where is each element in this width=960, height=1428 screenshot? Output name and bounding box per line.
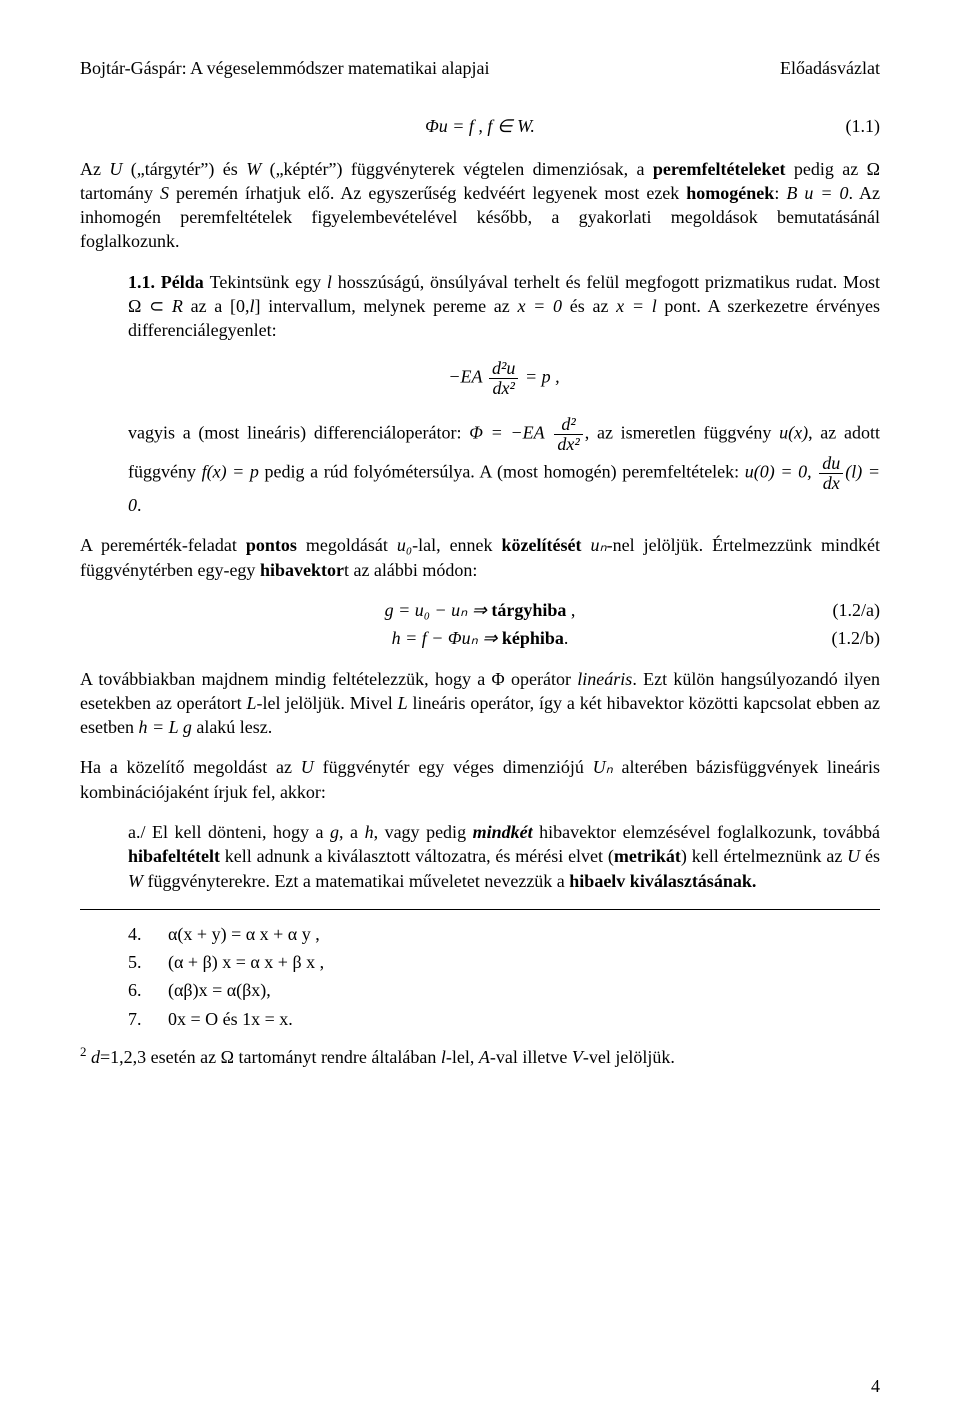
- footnote-list: 4. α(x + y) = α x + α y , 5. (α + β) x =…: [80, 922, 880, 1031]
- page-header: Bojtár-Gáspár: A végeselemmódszer matema…: [80, 56, 880, 80]
- example-1-1: 1.1. Példa Tekintsünk egy l hosszúságú, …: [80, 270, 880, 518]
- footnote-item: 6. (αβ)x = α(βx),: [128, 978, 880, 1002]
- example-1-1-text: 1.1. Példa Tekintsünk egy l hosszúságú, …: [128, 270, 880, 343]
- eq-label-1-1: (1.1): [846, 114, 881, 138]
- sub-item-a: a./ El kell dönteni, hogy a g, a h, vagy…: [80, 820, 880, 893]
- equation-diff: −EA d²udx² = p ,: [128, 359, 880, 398]
- paragraph-5: A továbbiakban majdnem mindig feltételez…: [80, 667, 880, 740]
- eq-label-1-2a: (1.2/a): [833, 598, 880, 622]
- equation-1-1: Φu = f , f ∈ W. (1.1): [80, 114, 880, 138]
- footnote-item: 7. 0x = O és 1x = x.: [128, 1007, 880, 1031]
- header-right: Előadásvázlat: [780, 56, 880, 80]
- paragraph-6: Ha a közelítő megoldást az U függvénytér…: [80, 755, 880, 804]
- footnote-item: 5. (α + β) x = α x + β x ,: [128, 950, 880, 974]
- equation-1-2b-row: h = f − Φuₙ ⇒ képhiba. (1.2/b): [80, 626, 880, 650]
- equation-1-2a-row: g = u₀ − uₙ ⇒ tárgyhiba , (1.2/a): [80, 598, 880, 622]
- eq-label-1-2b: (1.2/b): [832, 626, 881, 650]
- page-number: 4: [871, 1374, 880, 1398]
- header-left: Bojtár-Gáspár: A végeselemmódszer matema…: [80, 56, 490, 80]
- paragraph-4: A peremérték-feladat pontos megoldását u…: [80, 533, 880, 582]
- footnote-rule: [80, 909, 880, 910]
- footnote-item: 4. α(x + y) = α x + α y ,: [128, 922, 880, 946]
- paragraph-1: Az U („tárgytér”) és W („képtér”) függvé…: [80, 157, 880, 254]
- footnote-2: 2 d=1,2,3 esetén az Ω tartományt rendre …: [80, 1045, 880, 1069]
- sub-item-a-text: a./ El kell dönteni, hogy a g, a h, vagy…: [128, 820, 880, 893]
- example-1-1-text2: vagyis a (most lineáris) differenciálope…: [128, 415, 880, 517]
